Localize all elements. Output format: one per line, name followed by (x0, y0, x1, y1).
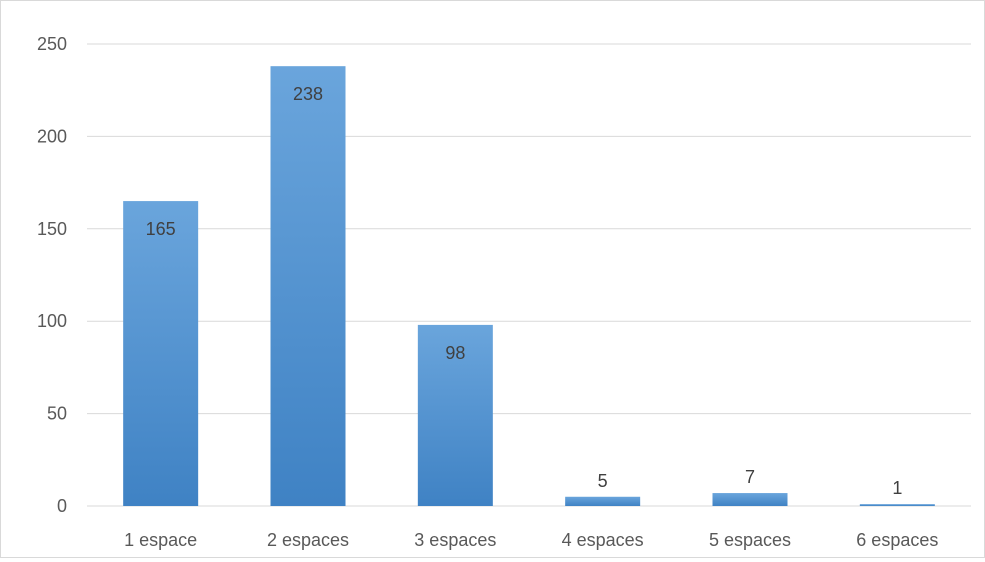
data-labels: 165 238 98 5 7 1 (146, 84, 903, 498)
bars (123, 66, 935, 507)
x-tick-label: 4 espaces (562, 530, 644, 550)
bar (417, 324, 493, 506)
x-tick-label: 1 espace (124, 530, 197, 550)
data-label: 98 (445, 343, 465, 363)
data-label: 5 (598, 471, 608, 491)
y-tick-label: 250 (37, 34, 67, 54)
data-label: 1 (892, 478, 902, 498)
data-label: 7 (745, 467, 755, 487)
bar (270, 66, 346, 507)
y-tick-label: 100 (37, 311, 67, 331)
y-tick-label: 200 (37, 126, 67, 146)
x-axis-ticks: 1 espace 2 espaces 3 espaces 4 espaces 5 esp… (124, 530, 938, 550)
y-axis-ticks: 0 50 100 150 200 250 (37, 34, 67, 516)
x-tick-label: 6 espaces (856, 530, 938, 550)
y-tick-label: 50 (47, 404, 67, 424)
y-tick-label: 150 (37, 219, 67, 239)
y-tick-label: 0 (57, 496, 67, 516)
data-label: 238 (293, 84, 323, 104)
bar (859, 504, 935, 506)
x-tick-label: 5 espaces (709, 530, 791, 550)
bar (565, 496, 641, 506)
data-label: 165 (146, 219, 176, 239)
bar (123, 201, 199, 506)
x-tick-label: 2 espaces (267, 530, 349, 550)
gridlines (87, 43, 971, 507)
x-tick-label: 3 espaces (414, 530, 496, 550)
bar (712, 493, 788, 506)
